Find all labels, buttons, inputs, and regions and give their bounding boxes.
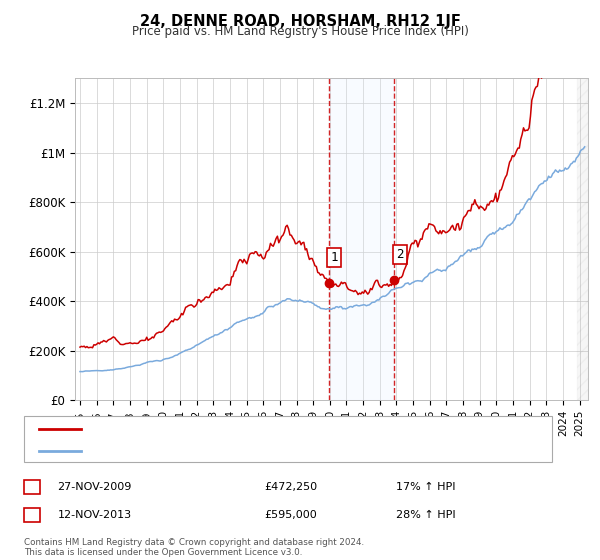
Text: 27-NOV-2009: 27-NOV-2009 [58, 482, 132, 492]
Text: 17% ↑ HPI: 17% ↑ HPI [396, 482, 455, 492]
Text: 1: 1 [331, 251, 338, 264]
Text: £595,000: £595,000 [264, 510, 317, 520]
Text: 2: 2 [28, 510, 35, 520]
Text: HPI: Average price, detached house, Horsham: HPI: Average price, detached house, Hors… [90, 446, 342, 455]
Text: 28% ↑ HPI: 28% ↑ HPI [396, 510, 455, 520]
Text: 1: 1 [28, 482, 35, 492]
Bar [577, 78, 588, 400]
Text: 2: 2 [397, 248, 404, 261]
Text: £472,250: £472,250 [264, 482, 317, 492]
Text: 24, DENNE ROAD, HORSHAM, RH12 1JF: 24, DENNE ROAD, HORSHAM, RH12 1JF [140, 14, 460, 29]
Text: 12-NOV-2013: 12-NOV-2013 [58, 510, 132, 520]
Text: 24, DENNE ROAD, HORSHAM, RH12 1JF (detached house): 24, DENNE ROAD, HORSHAM, RH12 1JF (detac… [90, 424, 404, 434]
Bar [329, 78, 394, 400]
Text: Contains HM Land Registry data © Crown copyright and database right 2024.
This d: Contains HM Land Registry data © Crown c… [24, 538, 364, 557]
Text: Price paid vs. HM Land Registry's House Price Index (HPI): Price paid vs. HM Land Registry's House … [131, 25, 469, 38]
